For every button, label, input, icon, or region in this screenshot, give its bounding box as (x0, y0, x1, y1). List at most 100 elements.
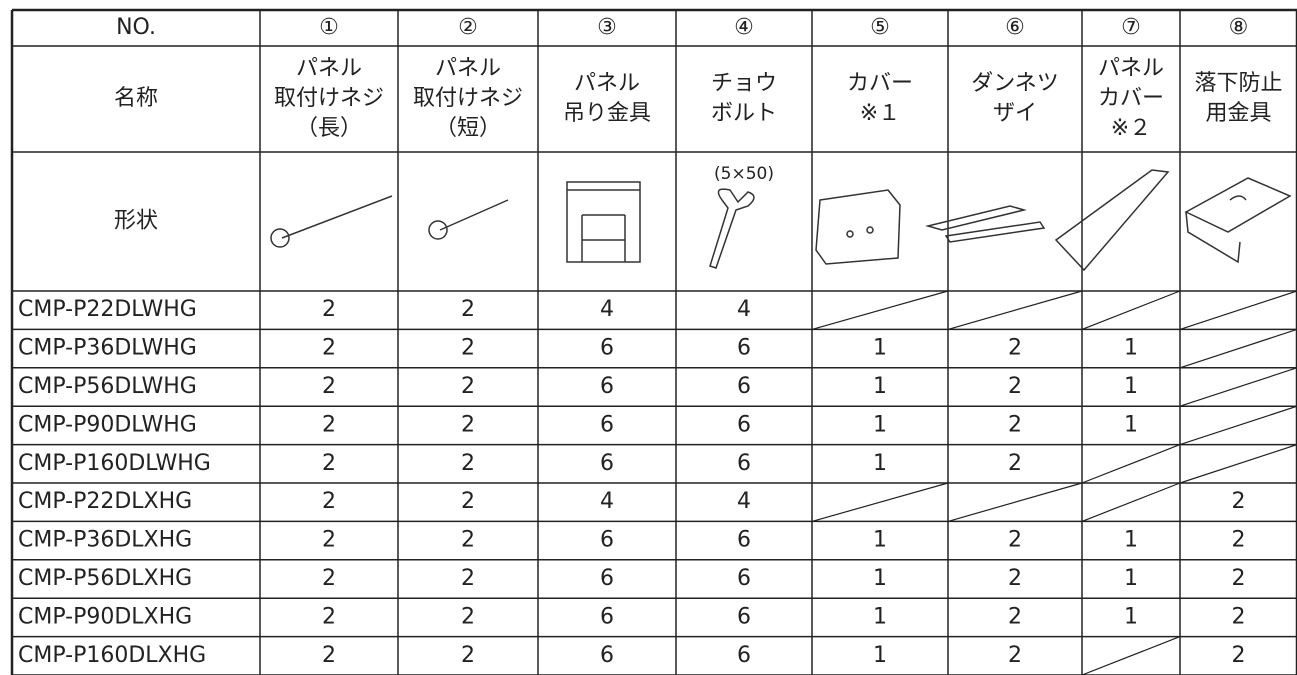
icon-short-screw-head (428, 220, 448, 240)
not-applicable-slash (1179, 405, 1297, 446)
count: 2 (461, 451, 475, 476)
item-name: カバー (847, 71, 913, 96)
header-label: NO. (116, 15, 156, 40)
icon-long-screw (281, 195, 393, 239)
count: 1 (873, 566, 887, 591)
count: 2 (461, 566, 475, 591)
icon-insulation (925, 205, 1046, 243)
not-applicable-slash (1081, 636, 1181, 675)
row-label: 名称 (114, 86, 158, 111)
count: 1 (1124, 412, 1138, 437)
item-name: 落下防止 (1194, 71, 1282, 96)
count: 2 (1008, 528, 1022, 553)
count: 2 (461, 374, 475, 399)
count: 1 (873, 528, 887, 553)
not-applicable-slash (1179, 367, 1297, 407)
shape-icons (270, 169, 1292, 272)
not-applicable-slash (1179, 290, 1297, 330)
count: 6 (600, 451, 614, 476)
count: 2 (1008, 451, 1022, 476)
count: 2 (461, 336, 475, 361)
count: 1 (873, 604, 887, 629)
count: 2 (322, 489, 336, 514)
icon-short-screw (439, 199, 509, 231)
count: 2 (322, 374, 336, 399)
count: 1 (1124, 528, 1138, 553)
not-applicable-slash (1081, 444, 1181, 484)
icon-fall-bracket (1184, 177, 1292, 264)
not-applicable-slash (1179, 328, 1297, 369)
not-applicable-slash (947, 482, 1083, 522)
item-number: ⑧ (1229, 15, 1249, 40)
count: 6 (600, 643, 614, 668)
count: 4 (737, 489, 751, 514)
shape-note: (5×50) (714, 164, 774, 184)
item-name: パネル (574, 71, 640, 96)
count: 4 (600, 297, 614, 322)
count: 6 (600, 412, 614, 437)
count: 2 (1008, 566, 1022, 591)
icon-cover (815, 189, 901, 265)
count: 2 (461, 528, 475, 553)
item-name: 取付けネジ (274, 86, 384, 111)
count: 2 (1008, 412, 1022, 437)
count: 6 (737, 528, 751, 553)
item-name: 用金具 (1205, 101, 1271, 126)
item-number: ⑦ (1121, 15, 1141, 40)
count: 6 (737, 643, 751, 668)
item-name: パネル (435, 56, 501, 81)
item-name: 取付けネジ (413, 86, 523, 111)
model-name: CMP-P36DLWHG (18, 336, 197, 361)
icon-cover-hole (866, 226, 874, 234)
icon-wing-bolt (709, 188, 755, 269)
count: 4 (737, 297, 751, 322)
item-number: ③ (597, 15, 617, 40)
count: 6 (737, 451, 751, 476)
item-number: ① (319, 15, 339, 40)
count: 2 (1232, 489, 1246, 514)
count: 1 (873, 374, 887, 399)
count: 2 (461, 489, 475, 514)
item-name: ボルト (711, 101, 777, 126)
count: 6 (600, 528, 614, 553)
count: 2 (322, 297, 336, 322)
count: 6 (737, 566, 751, 591)
item-name: 吊り金具 (563, 101, 651, 126)
count: 6 (737, 604, 751, 629)
count: 1 (1124, 336, 1138, 361)
icon-bracket (566, 181, 641, 263)
model-name: CMP-P90DLWHG (18, 412, 197, 437)
count: 2 (1232, 643, 1246, 668)
item-name: ダンネツ (971, 71, 1059, 96)
count: 2 (1232, 528, 1246, 553)
model-name: CMP-P56DLWHG (18, 374, 197, 399)
count: 2 (322, 566, 336, 591)
item-name: ザイ (993, 101, 1037, 126)
not-applicable-slash (811, 290, 949, 330)
count: 1 (873, 336, 887, 361)
count: 2 (322, 528, 336, 553)
model-name: CMP-P160DLXHG (18, 643, 206, 668)
count: 1 (1124, 374, 1138, 399)
not-applicable-slash (947, 290, 1083, 330)
count: 2 (461, 643, 475, 668)
count: 1 (1124, 566, 1138, 591)
item-name: パネル (296, 56, 362, 81)
count: 2 (322, 412, 336, 437)
count: 2 (1008, 643, 1022, 668)
not-applicable-slash (1081, 290, 1181, 330)
count: 2 (1008, 374, 1022, 399)
model-name: CMP-P90DLXHG (18, 604, 192, 629)
model-name: CMP-P22DLWHG (18, 297, 197, 322)
icon-cover-hole (846, 230, 854, 238)
model-name: CMP-P56DLXHG (18, 566, 192, 591)
count: 2 (461, 297, 475, 322)
item-name: パネル (1098, 56, 1164, 81)
count: 2 (322, 643, 336, 668)
count: 2 (461, 604, 475, 629)
count: 6 (600, 604, 614, 629)
item-number: ⑥ (1005, 15, 1025, 40)
item-name: ※２ (1111, 116, 1151, 141)
